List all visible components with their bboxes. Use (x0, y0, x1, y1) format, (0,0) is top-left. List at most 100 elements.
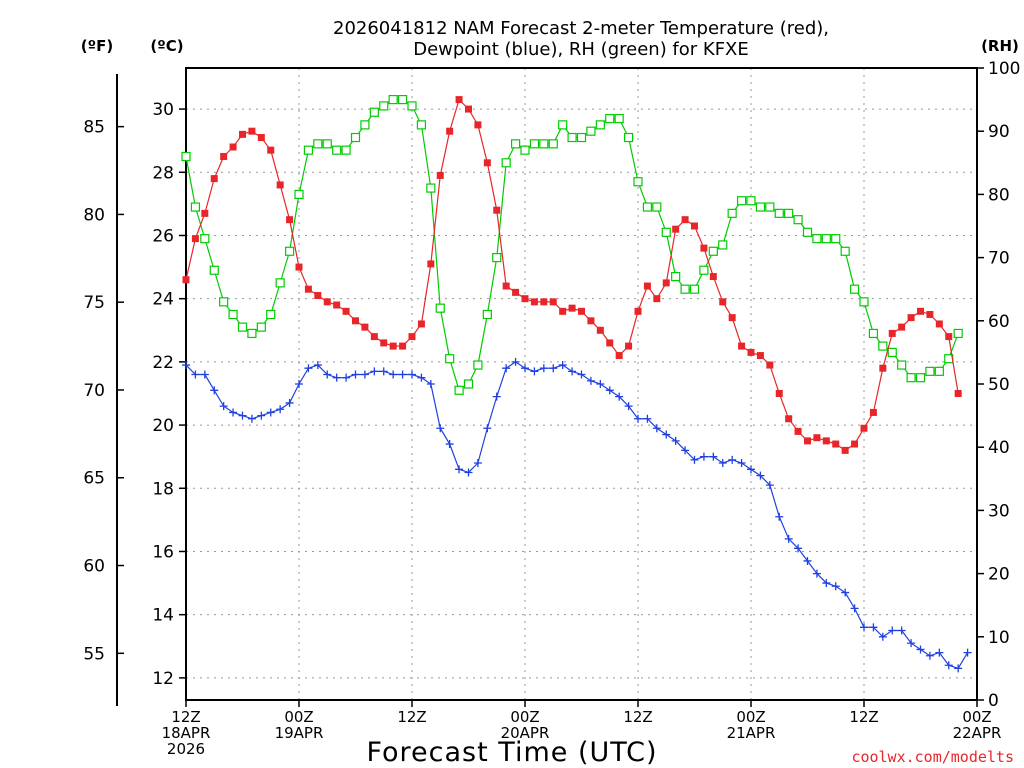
rh-point (407, 101, 417, 111)
rh-point (793, 215, 803, 225)
rh-point (887, 347, 897, 357)
tick-labels: 12 14 16 18 20 22 24 26 28 30 0 10 20 30 40 50 60 70 80 90 1… (83, 59, 1020, 758)
temperature-point (333, 301, 341, 309)
rh-point (831, 234, 841, 244)
temperature-point (738, 342, 746, 350)
dewpoint-point (238, 411, 247, 420)
temperature-point (408, 333, 416, 341)
rh-series (181, 94, 963, 395)
rh-point (849, 284, 860, 294)
dewpoint-point (944, 661, 953, 670)
temperature-point (879, 364, 887, 372)
temperature-point (813, 434, 821, 442)
celsius-tick-label: 28 (152, 163, 174, 183)
temperature-point (747, 348, 755, 356)
fahrenheit-tick-label: 75 (83, 293, 105, 313)
temperature-point (286, 216, 294, 224)
temperature-point (257, 134, 265, 142)
rh-point (595, 120, 605, 130)
celsius-tick-label: 26 (152, 226, 174, 246)
data-series (181, 94, 972, 673)
rh-point (303, 145, 314, 155)
dewpoint-point (878, 632, 887, 641)
celsius-unit-label: (ºC) (150, 37, 183, 55)
dewpoint-point (756, 471, 765, 480)
celsius-tick-label: 20 (152, 416, 174, 436)
dewpoint-point (342, 373, 351, 382)
rh-line (185, 98, 959, 392)
rh-point (313, 139, 323, 149)
temperature-point (672, 225, 680, 233)
temperature-point (182, 276, 190, 284)
temperature-point (832, 440, 840, 448)
dewpoint-point (549, 364, 558, 373)
dewpoint-point (907, 639, 916, 648)
dewpoint-point (568, 367, 577, 376)
celsius-tick-label: 16 (152, 542, 174, 562)
rh-point (228, 309, 238, 320)
rh-tick-label: 90 (988, 122, 1010, 142)
rh-point (284, 246, 295, 256)
rh-point (426, 183, 436, 193)
rh-point (868, 328, 879, 339)
rh-tick-label: 80 (988, 185, 1010, 205)
rh-point (840, 246, 850, 256)
dewpoint-point (323, 370, 332, 379)
temperature-point (465, 105, 472, 113)
dewpoint-point (502, 364, 511, 373)
dewpoint-point (436, 424, 445, 433)
dewpoint-point (379, 367, 388, 376)
rh-point (200, 234, 210, 244)
rh-point (718, 240, 728, 250)
temperature-point (869, 408, 877, 416)
temperature-point (926, 310, 934, 318)
rh-point (558, 120, 568, 130)
rh-point (529, 139, 540, 149)
dewpoint-point (925, 651, 934, 660)
fahrenheit-unit-label: (ºF) (81, 37, 113, 55)
temperature-point (898, 323, 906, 331)
rh-point (219, 297, 229, 307)
dewpoint-point (841, 588, 850, 597)
dewpoint-point (596, 380, 605, 388)
chart-title-line1: 2026041812 NAM Forecast 2-meter Temperat… (333, 18, 829, 39)
temperature-point (794, 427, 802, 435)
celsius-tick-label: 18 (152, 479, 174, 499)
temperature-point (587, 317, 595, 325)
dewpoint-point (954, 664, 963, 673)
rh-point (765, 202, 775, 212)
x-tick-label: 00Z (284, 708, 313, 726)
temperature-point (954, 389, 962, 397)
rh-point (209, 265, 219, 275)
rh-point (445, 354, 455, 364)
dewpoint-point (718, 459, 727, 467)
rh-tick-label: 60 (988, 312, 1010, 332)
credit-text: coolwx.com/modelts (851, 748, 1014, 766)
temperature-point (709, 273, 717, 281)
rh-point (633, 177, 643, 187)
rh-point (379, 101, 389, 111)
dewpoint-point (634, 414, 642, 423)
rh-unit-label: (RH) (981, 37, 1019, 55)
temperature-point (210, 175, 218, 183)
rh-point (859, 297, 869, 307)
rh-point (586, 126, 596, 136)
x-tick-label: 21APR (727, 724, 776, 742)
temperature-point (662, 279, 670, 287)
temperature-point (841, 446, 849, 454)
temperature-point (191, 235, 199, 243)
x-tick-label: 00Z (736, 708, 765, 726)
rh-point (689, 284, 700, 294)
rh-point (671, 271, 681, 282)
rh-point (897, 360, 907, 370)
rh-point (256, 322, 266, 332)
dewpoint-point (624, 402, 633, 411)
rh-point (360, 120, 370, 130)
temperature-point (474, 121, 482, 129)
celsius-tick-label: 30 (152, 100, 174, 120)
temperature-point (681, 216, 689, 224)
dewpoint-point (831, 582, 840, 591)
temperature-point (917, 307, 924, 315)
dewpoint-point (577, 370, 586, 379)
